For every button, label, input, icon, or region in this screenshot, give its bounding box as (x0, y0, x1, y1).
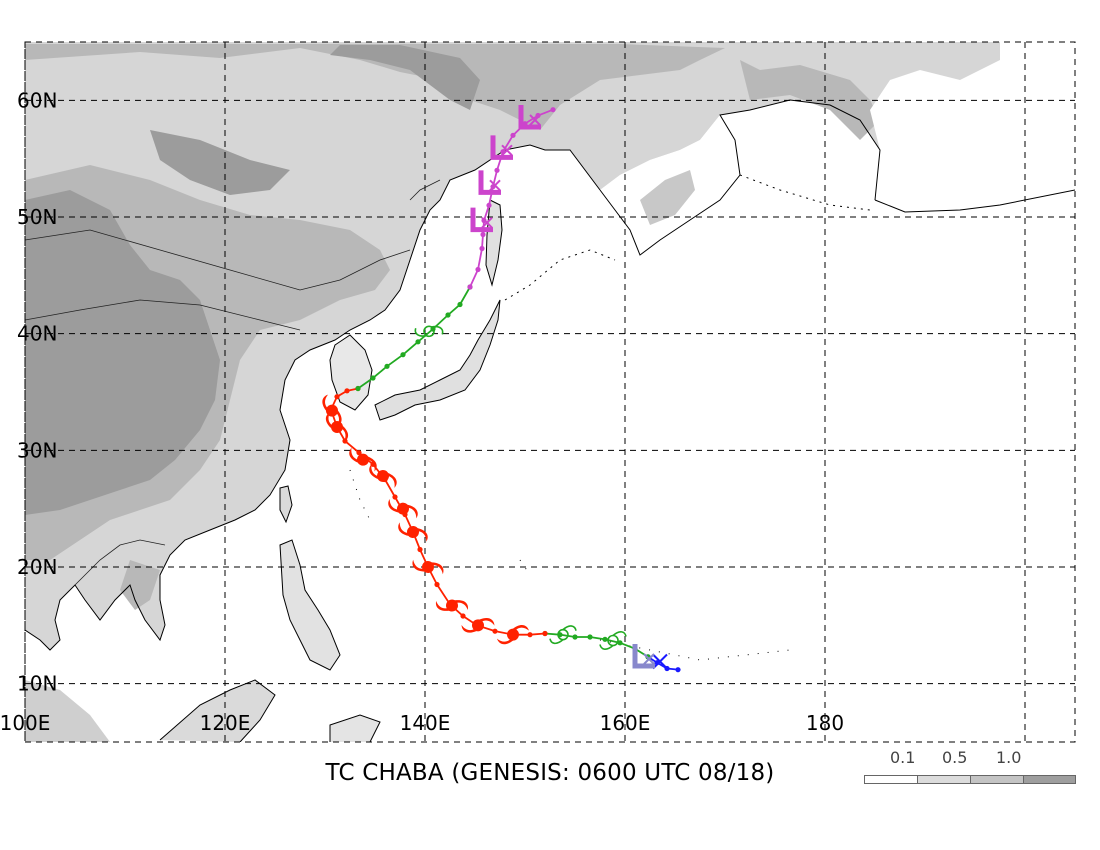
legend-swatch-0 (864, 775, 918, 784)
track-point (475, 266, 481, 273)
coastline-pacific-islands (349, 469, 791, 661)
sakhalin-land (486, 200, 502, 285)
lon-label: 120E (200, 711, 251, 735)
track-point (550, 107, 556, 113)
track-point (370, 375, 376, 381)
track-point (675, 667, 681, 673)
coastline-asia-east (25, 144, 601, 651)
latitude-labels: 10N 20N 30N 40N 50N 60N (17, 88, 57, 695)
track-point (355, 385, 361, 392)
track-point (434, 581, 440, 588)
coastline-newguinea (329, 714, 381, 742)
tropical-storm-icon (599, 631, 627, 650)
track-point (356, 450, 362, 456)
track-point (492, 628, 498, 634)
legend-label-2: 1.0 (996, 748, 1022, 767)
track-point (445, 312, 451, 318)
track-point (480, 231, 486, 238)
coastline-kuril-aleutian (504, 174, 871, 301)
coastline-philippines (279, 539, 341, 671)
legend-swatch-1 (917, 775, 971, 784)
shading-legend: 0.1 0.5 1.0 (864, 748, 1076, 788)
track-point (384, 363, 390, 369)
track-segment-genesis (647, 656, 679, 671)
typhoon-icon (349, 447, 377, 472)
track-point (334, 394, 340, 400)
tropical-storm-icon (414, 325, 444, 338)
track-point (417, 546, 423, 553)
longitude-labels: 100E 120E 140E 160E 180 (0, 711, 844, 735)
coastline-kamchatka (599, 99, 881, 256)
lon-label: 100E (0, 711, 50, 735)
sumatra-land (25, 680, 110, 742)
alaska-land (870, 42, 1075, 212)
japan-land (375, 300, 500, 420)
country-borders (25, 179, 441, 586)
terrain-shading (25, 42, 1075, 742)
typhoon-icon (388, 498, 418, 519)
legend-swatch-3 (1023, 775, 1076, 784)
lat-label: 20N (17, 555, 57, 579)
tropical-storm-icon (549, 625, 577, 645)
track-point (460, 613, 466, 619)
track-point (457, 301, 463, 308)
lon-label: 160E (600, 711, 651, 735)
map-area (25, 42, 1075, 742)
lat-label: 40N (17, 322, 57, 346)
legend-swatch-2 (970, 775, 1024, 784)
lat-label: 50N (17, 205, 57, 229)
legend-label-0: 0.1 (890, 748, 916, 767)
lon-label: 140E (400, 711, 451, 735)
extratropical-icon (470, 207, 493, 233)
borneo-land (160, 680, 275, 742)
track-segment-typhoon (330, 387, 546, 636)
typhoon-icon (461, 618, 495, 633)
coastline-taiwan (279, 485, 293, 524)
track-point (415, 339, 421, 345)
extratropical-icon (490, 135, 513, 160)
typhoon-icon (412, 559, 444, 575)
track-point (587, 634, 593, 640)
coastline-japan (374, 299, 501, 421)
track-point (400, 352, 406, 358)
track-point (392, 494, 398, 500)
kamchatka-highland (640, 170, 695, 225)
track-point (510, 132, 516, 138)
lon-label: 180 (806, 711, 844, 735)
coastline-sakhalin (485, 199, 503, 287)
asia-mainland-land (25, 42, 1075, 650)
track-point (467, 284, 473, 290)
map-border (24, 41, 1076, 743)
legend-label-1: 0.5 (942, 748, 968, 767)
track-point (572, 634, 578, 640)
typhoon-icon (398, 522, 428, 542)
track-point (486, 202, 492, 208)
lat-label: 60N (17, 88, 57, 112)
typhoon-icon (435, 599, 469, 612)
track-point (602, 636, 608, 642)
x-icon (652, 653, 668, 670)
track-point (479, 245, 485, 252)
storm-track (322, 105, 681, 673)
extratropical-icon (518, 105, 541, 130)
coastline-borneo (159, 679, 276, 742)
typhoon-icon (369, 464, 397, 488)
typhoon-icon (497, 625, 529, 645)
philippines-land (280, 540, 340, 670)
track-point (344, 388, 350, 394)
coastline-korea (329, 334, 373, 411)
lat-label: 30N (17, 438, 57, 462)
track-point (494, 167, 500, 173)
typhoon-icon (322, 394, 342, 427)
lat-label: 10N (17, 672, 57, 696)
map-title: TC CHABA (GENESIS: 0600 UTC 08/18) (325, 760, 775, 786)
extratropical-icon (632, 644, 655, 669)
track-point (542, 630, 548, 637)
korea-land (330, 335, 372, 410)
extratropical-icon (478, 170, 501, 195)
track-point (527, 632, 533, 638)
asia-high-elevation (25, 45, 480, 515)
newguinea-land (330, 715, 380, 742)
